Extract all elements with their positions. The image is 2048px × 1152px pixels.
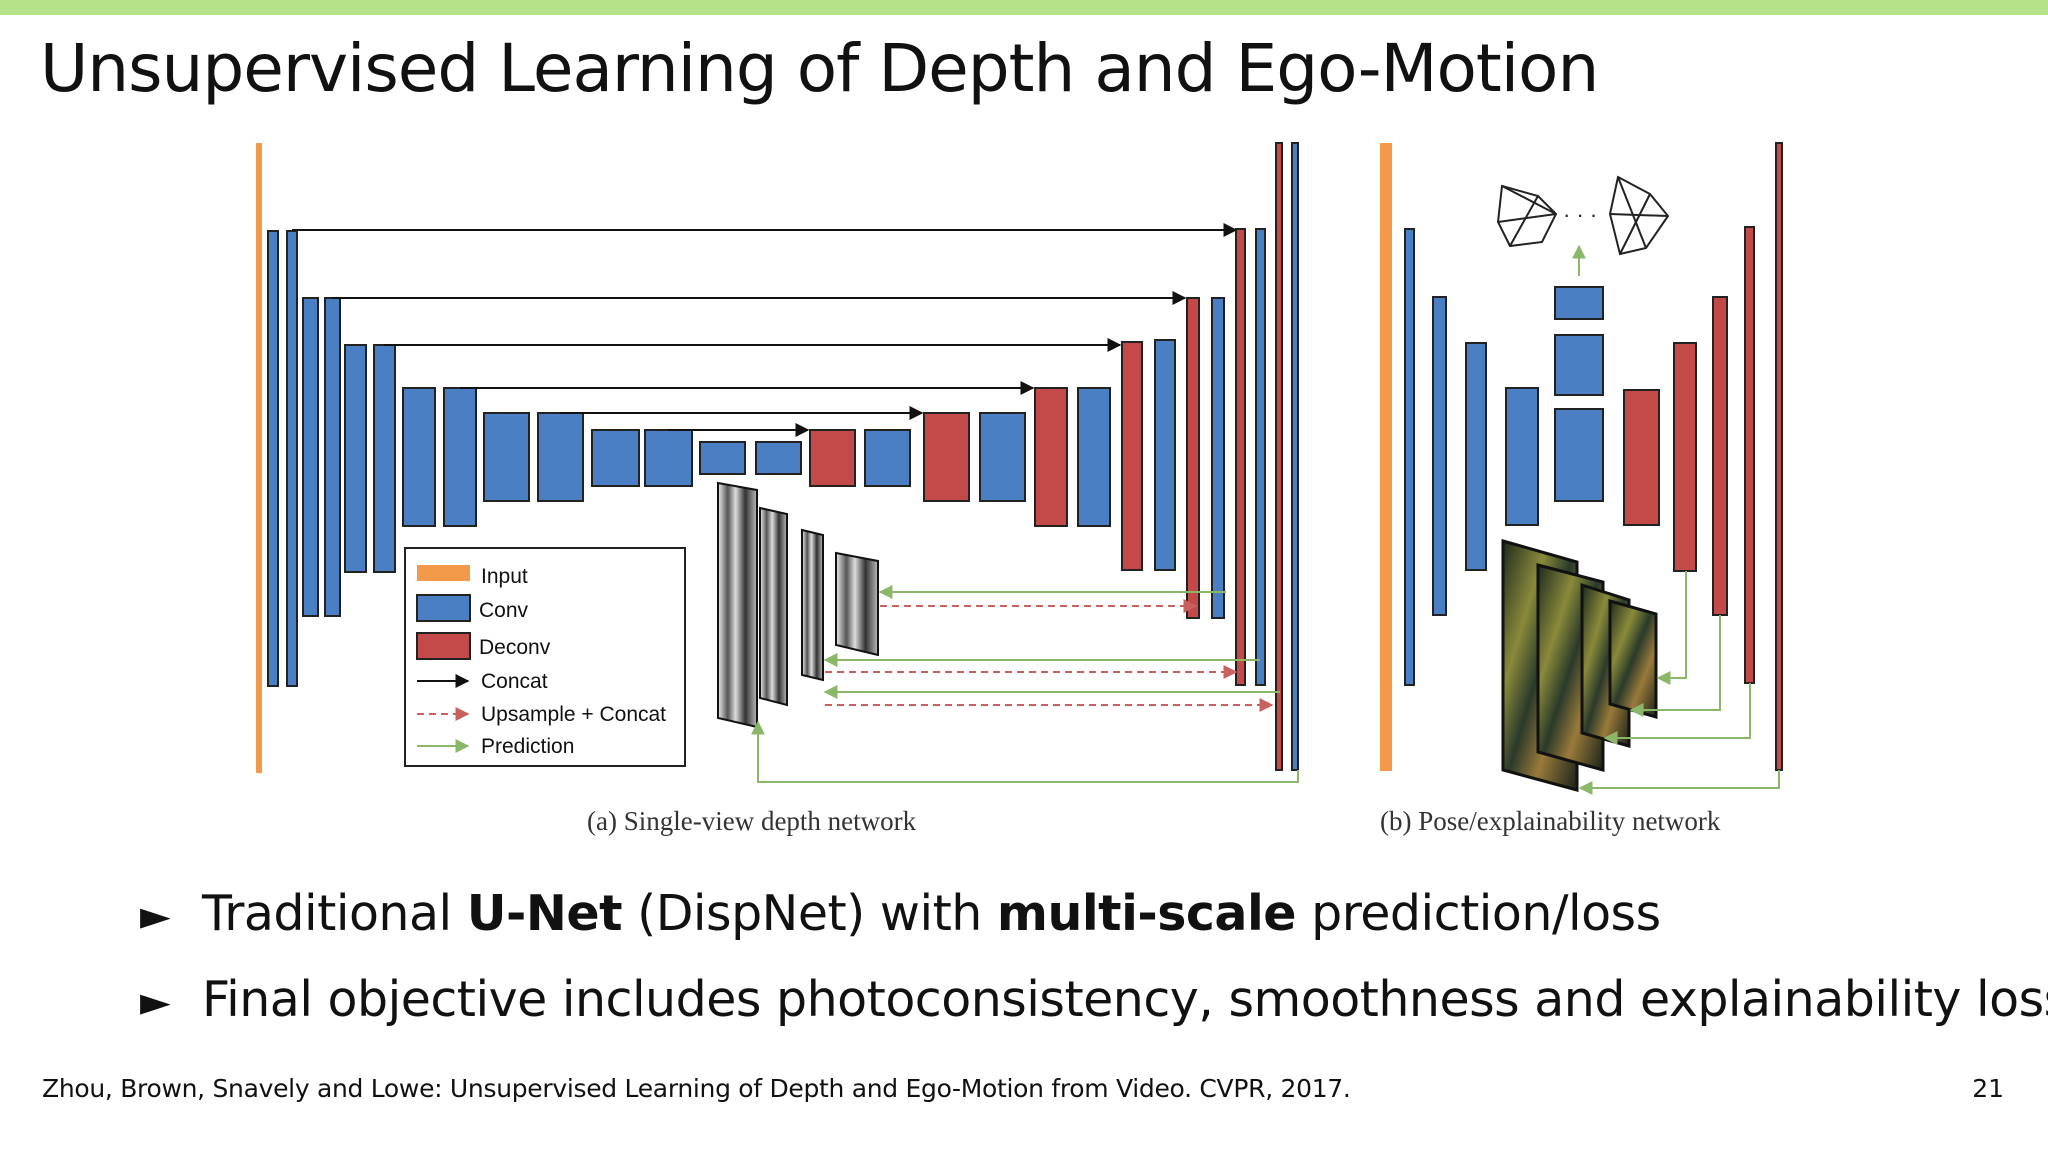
prediction-arrow [1629,615,1721,717]
deconv-layer [1712,296,1728,616]
legend-deconv-label: Deconv [479,636,551,659]
legend-conv-swatch [416,594,471,622]
conv-layer [1404,228,1415,686]
legend-upsample-label: Upsample + Concat [481,703,666,726]
conv-layer [1554,408,1604,502]
deconv-layer [1186,297,1200,619]
legend-concat-label: Concat [481,670,548,693]
conv-layer [755,441,802,475]
conv-layer [344,344,367,573]
conv-layer [1255,228,1266,686]
pose-network: · · · (b) Pose/explainability network [1380,142,1783,836]
legend-conv-label: Conv [479,599,529,622]
conv-layer [286,230,298,687]
conv-layer [483,412,530,502]
pose-input-layer [1380,143,1392,771]
deconv-layer [1744,226,1755,684]
bullet-text: Traditional U-Net (DispNet) with multi-s… [202,885,1661,942]
conv-layer [864,429,911,487]
conv-layer [979,412,1026,502]
conv-layer [1465,342,1487,571]
deconv-layer [1235,228,1246,686]
conv-layer [1554,286,1604,320]
bullet-arrow-icon: ► [140,979,171,1025]
deconv-layer [923,412,970,502]
conv-layer [302,297,319,617]
pose-dots: · · · [1563,202,1597,227]
slide-title: Unsupervised Learning of Depth and Ego-M… [40,30,1599,107]
depth-network: Input Conv Deconv Concat Upsample + Conc… [256,142,1299,836]
conv-layer [1432,296,1447,616]
conv-layer [1291,142,1299,771]
conv-layer [1077,387,1111,527]
conv-layer [1154,339,1176,571]
camera-pose-icon [1496,184,1558,248]
legend-input-swatch [417,565,470,581]
deconv-layer [809,429,856,487]
caption-b: (b) Pose/explainability network [1380,806,1721,836]
citation: Zhou, Brown, Snavely and Lowe: Unsupervi… [42,1074,1351,1103]
legend: Input Conv Deconv Concat Upsample + Conc… [404,547,686,767]
legend-deconv-swatch [416,632,471,660]
conv-layer [267,230,279,687]
conv-layer [402,387,436,527]
bullet-arrow-icon: ► [140,893,171,939]
prediction-arrow [1603,683,1751,745]
deconv-layer [1775,142,1783,771]
conv-layer [373,344,396,573]
page-number: 21 [1972,1074,2004,1103]
conv-layer [1554,334,1604,396]
deconv-layer [1673,342,1697,572]
conv-layer [443,387,477,527]
explainability-mask-stack [1501,539,1658,792]
deconv-layer [1275,142,1283,771]
conv-layer [537,412,584,502]
legend-input-label: Input [481,565,528,588]
bullet-text: Final objective includes photoconsistenc… [202,971,2048,1028]
deconv-layer [1121,341,1143,571]
caption-a: (a) Single-view depth network [587,806,917,836]
deconv-layer [1623,389,1660,526]
deconv-layer [1034,387,1068,527]
prediction-arrow [1656,571,1687,685]
conv-layer [324,297,341,617]
prediction-arrow [751,720,1299,783]
conv-layer [1211,297,1225,619]
network-diagram: Input Conv Deconv Concat Upsample + Conc… [256,142,1783,836]
legend-prediction-label: Prediction [481,735,574,758]
conv-layer [644,429,693,487]
depth-prediction-stack [717,481,879,729]
conv-layer [1505,387,1539,526]
camera-pose-icon [1608,175,1670,256]
accent-bar [0,0,2048,15]
prediction-arrow [1578,770,1780,795]
depth-input-layer [256,143,262,773]
conv-layer [699,441,746,475]
conv-layer [591,429,640,487]
